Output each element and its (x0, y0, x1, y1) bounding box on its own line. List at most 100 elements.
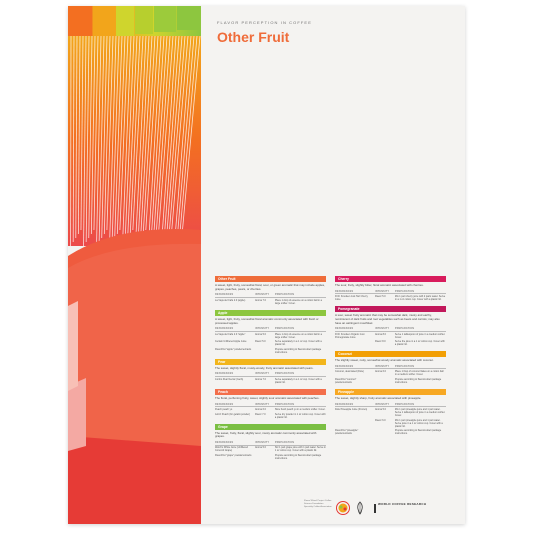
flavor-section: Grape The sweet, fruity, floral, slightly… (215, 423, 326, 460)
table-cell: Flavor 5.0 (374, 295, 386, 299)
table-header: REFERENCES INTENSITY PREPARATION (335, 290, 446, 295)
wheel-ray (98, 35, 105, 243)
flavor-section: Pomegranate A sour, sweet fruity aromatic… (335, 306, 446, 346)
wheel-ray (155, 35, 171, 235)
table-header-cell: INTENSITY (374, 364, 390, 368)
wheel-ray (148, 35, 162, 247)
table-header-cell: PREPARATION (274, 372, 295, 376)
table-cell: Welch's White Juice (Unfiltered Concord … (215, 446, 248, 453)
table-cell: Prepare according to flavor/extract pack… (394, 429, 442, 436)
wheel-ray (132, 35, 144, 231)
table-cell: Place 1 drop of essence on a cotton ball… (274, 332, 322, 339)
table-cell: Aroma 7.0 (254, 298, 266, 302)
flavor-section: Pineapple The sweet, slightly sharp, frui… (335, 388, 446, 435)
header: FLAVOR PERCEPTION IN COFFEE Other Fruit (217, 20, 447, 45)
table-cell (255, 454, 275, 460)
wheel-ray (181, 35, 201, 235)
table-header: REFERENCES INTENSITY PREPARATION (215, 327, 326, 332)
table-header-cell: INTENSITY (254, 440, 270, 444)
section-header-bar: Pear (215, 358, 326, 365)
table-cell: Prepare according to flavor/extract pack… (274, 453, 322, 460)
table-row: Coconut, desiccated (Dole) Aroma 6.0 Place… (335, 370, 446, 376)
table-header-cell: PREPARATION (394, 402, 415, 406)
table-cell: Mix 1 part pineapple juice and 1 part wa… (394, 418, 443, 428)
table-cell: La Vieja del Café 2.0 (apple) (215, 298, 246, 302)
wheel-ray (114, 35, 123, 239)
wheel-ray (101, 35, 108, 239)
table-header-cell: REFERENCES (335, 289, 354, 293)
table-header-cell: REFERENCES (215, 402, 234, 406)
table-cell: Jumbo Pear Nectar (Gerb) (215, 377, 244, 381)
table-cell: Dole Pineapple Juice (Frozen) (335, 407, 368, 411)
wheel-ray (168, 35, 186, 235)
table-header-cell: PREPARATION (394, 327, 415, 331)
table-cell: Place 1 tbsp of coconut flakes on a cott… (394, 370, 444, 377)
wheel-ray (127, 35, 138, 239)
wheel-ray (166, 35, 183, 239)
table-cell (335, 340, 375, 346)
section-description: The sweet, slightly floral, musty-woody,… (215, 365, 314, 370)
flavor-section: Pear The sweet, slightly floral, musty-wo… (215, 358, 326, 384)
table-cell: R.W. Knudsen Organic Just Pomegranate Ju… (335, 332, 365, 339)
table-header-cell: REFERENCES (215, 293, 234, 297)
table-header: REFERENCES INTENSITY PREPARATION (215, 403, 326, 408)
wcr-logo-text: WORLD COFFEE RESEARCH (378, 502, 427, 506)
wheel-ray (145, 35, 159, 231)
table-row: Jell-O Peach (for gelatin powder) Flavor … (215, 413, 326, 419)
table-row: R.W. Knudsen Organic Just Pomegranate Ju… (335, 333, 446, 339)
wheel-ray (88, 35, 93, 239)
section-header-bar: Coconut (335, 351, 446, 358)
wheel-ray (163, 35, 180, 243)
table-cell: Aroma 5.0 (374, 407, 386, 411)
table-cell: Stir 1 part grape juice with 1 part wate… (274, 446, 326, 453)
wheel-ray (122, 35, 132, 247)
section-header-bar: Pineapple (335, 388, 446, 395)
section-header-bar: Pomegranate (335, 306, 446, 313)
table-cell: Coconut, desiccated (Dole) (335, 370, 364, 374)
wheel-ray (106, 35, 114, 231)
wheel-ray (119, 35, 129, 231)
table-row: Jumbo Pear Nectar (Gerb) Aroma 7.0 Serve s… (215, 378, 326, 384)
table-cell: Flavor 8.0 (374, 340, 386, 344)
section-header-bar: Grape (215, 423, 326, 430)
table-row: Flavorfirst "grape" powder/extracts Prepa… (215, 454, 326, 460)
table-header-cell: INTENSITY (254, 327, 270, 331)
page-title: Other Fruit (217, 29, 290, 45)
flavor-section: Peach The floral, perfuming fruity, sweet… (215, 388, 326, 419)
wcr-logo-bar-icon (374, 504, 376, 513)
section-description: The sweet, fruity, floral, slightly sour… (215, 430, 317, 439)
wheel-ray (129, 35, 141, 235)
table-row: Certain Unfiltered Apple Juice Flavor 5.0… (215, 340, 326, 346)
wheel-ray (137, 35, 150, 243)
table-cell: La Vieja del Café 2.0 "apple" (215, 332, 246, 336)
table-header-cell: PREPARATION (274, 402, 295, 406)
table-row: Flavorfirst "apple" powder/extracts Prepa… (215, 348, 326, 354)
section-header-bar: Peach (215, 388, 326, 395)
table-cell: Aroma 5.0 (254, 332, 266, 336)
table-header: REFERENCES INTENSITY PREPARATION (335, 365, 446, 370)
kicker-text: FLAVOR PERCEPTION IN COFFEE (217, 20, 312, 25)
table-row: R.W. Knudsen Just Tart Cherry Juice Flavo… (335, 295, 446, 301)
wheel-ray (77, 35, 81, 235)
flavor-section: Coconut The slightly sweet, nutty, somewh… (335, 351, 446, 384)
table-cell (335, 419, 375, 428)
table-cell: Flavorfirst "coconut" powder/extracts (335, 377, 357, 384)
section-header-bar: Other Fruit (215, 276, 326, 282)
table-row: Flavorfirst "pineapple" powder/extracts P… (335, 429, 446, 435)
wheel-ray (124, 35, 135, 243)
table-row: La Vieja del Café 2.0 (apple) Aroma 7.0 Pl… (215, 299, 326, 305)
sca-logo-icon (336, 501, 350, 515)
table-header-cell: REFERENCES (215, 372, 234, 376)
table-row: Welch's White Juice (Unfiltered Concord … (215, 446, 326, 452)
table-cell: Prepare according to flavor/extract pack… (274, 347, 322, 354)
table-cell (375, 429, 395, 435)
table-cell: Mix 1 part pineapple juice and 1 part wa… (394, 407, 446, 417)
wheel-ray (85, 35, 90, 243)
wheel-ray (83, 35, 87, 247)
wheel-ray (109, 35, 117, 247)
wheel-ray (75, 35, 78, 239)
table-row: La Vieja del Café 2.0 "apple" Aroma 5.0 Pl… (215, 333, 326, 339)
wheel-ray (158, 35, 174, 231)
table-cell: Flavor 5.0 (254, 340, 266, 344)
table-cell: Flavor 6.0 (374, 418, 386, 422)
